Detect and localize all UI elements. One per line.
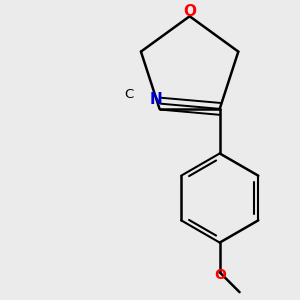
Text: O: O: [183, 4, 196, 19]
Text: C: C: [124, 88, 134, 101]
Text: N: N: [149, 92, 162, 107]
Text: O: O: [214, 268, 226, 282]
